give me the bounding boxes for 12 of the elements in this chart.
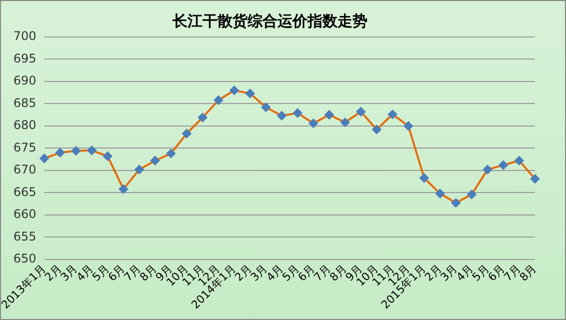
y-tick-label: 695 [13,51,36,66]
y-tick-label: 670 [13,162,36,177]
y-tick-label: 665 [13,184,36,199]
chart-title: 长江干散货综合运价指数走势 [172,12,368,30]
y-tick-label: 680 [13,118,36,132]
y-tick-label: 685 [13,96,36,110]
y-tick-label: 650 [13,251,36,266]
y-tick-label: 675 [13,140,36,154]
y-tick-label: 700 [13,29,36,44]
y-tick-label: 655 [13,229,36,244]
y-tick-label: 660 [13,207,36,222]
y-tick-label: 690 [13,74,36,88]
